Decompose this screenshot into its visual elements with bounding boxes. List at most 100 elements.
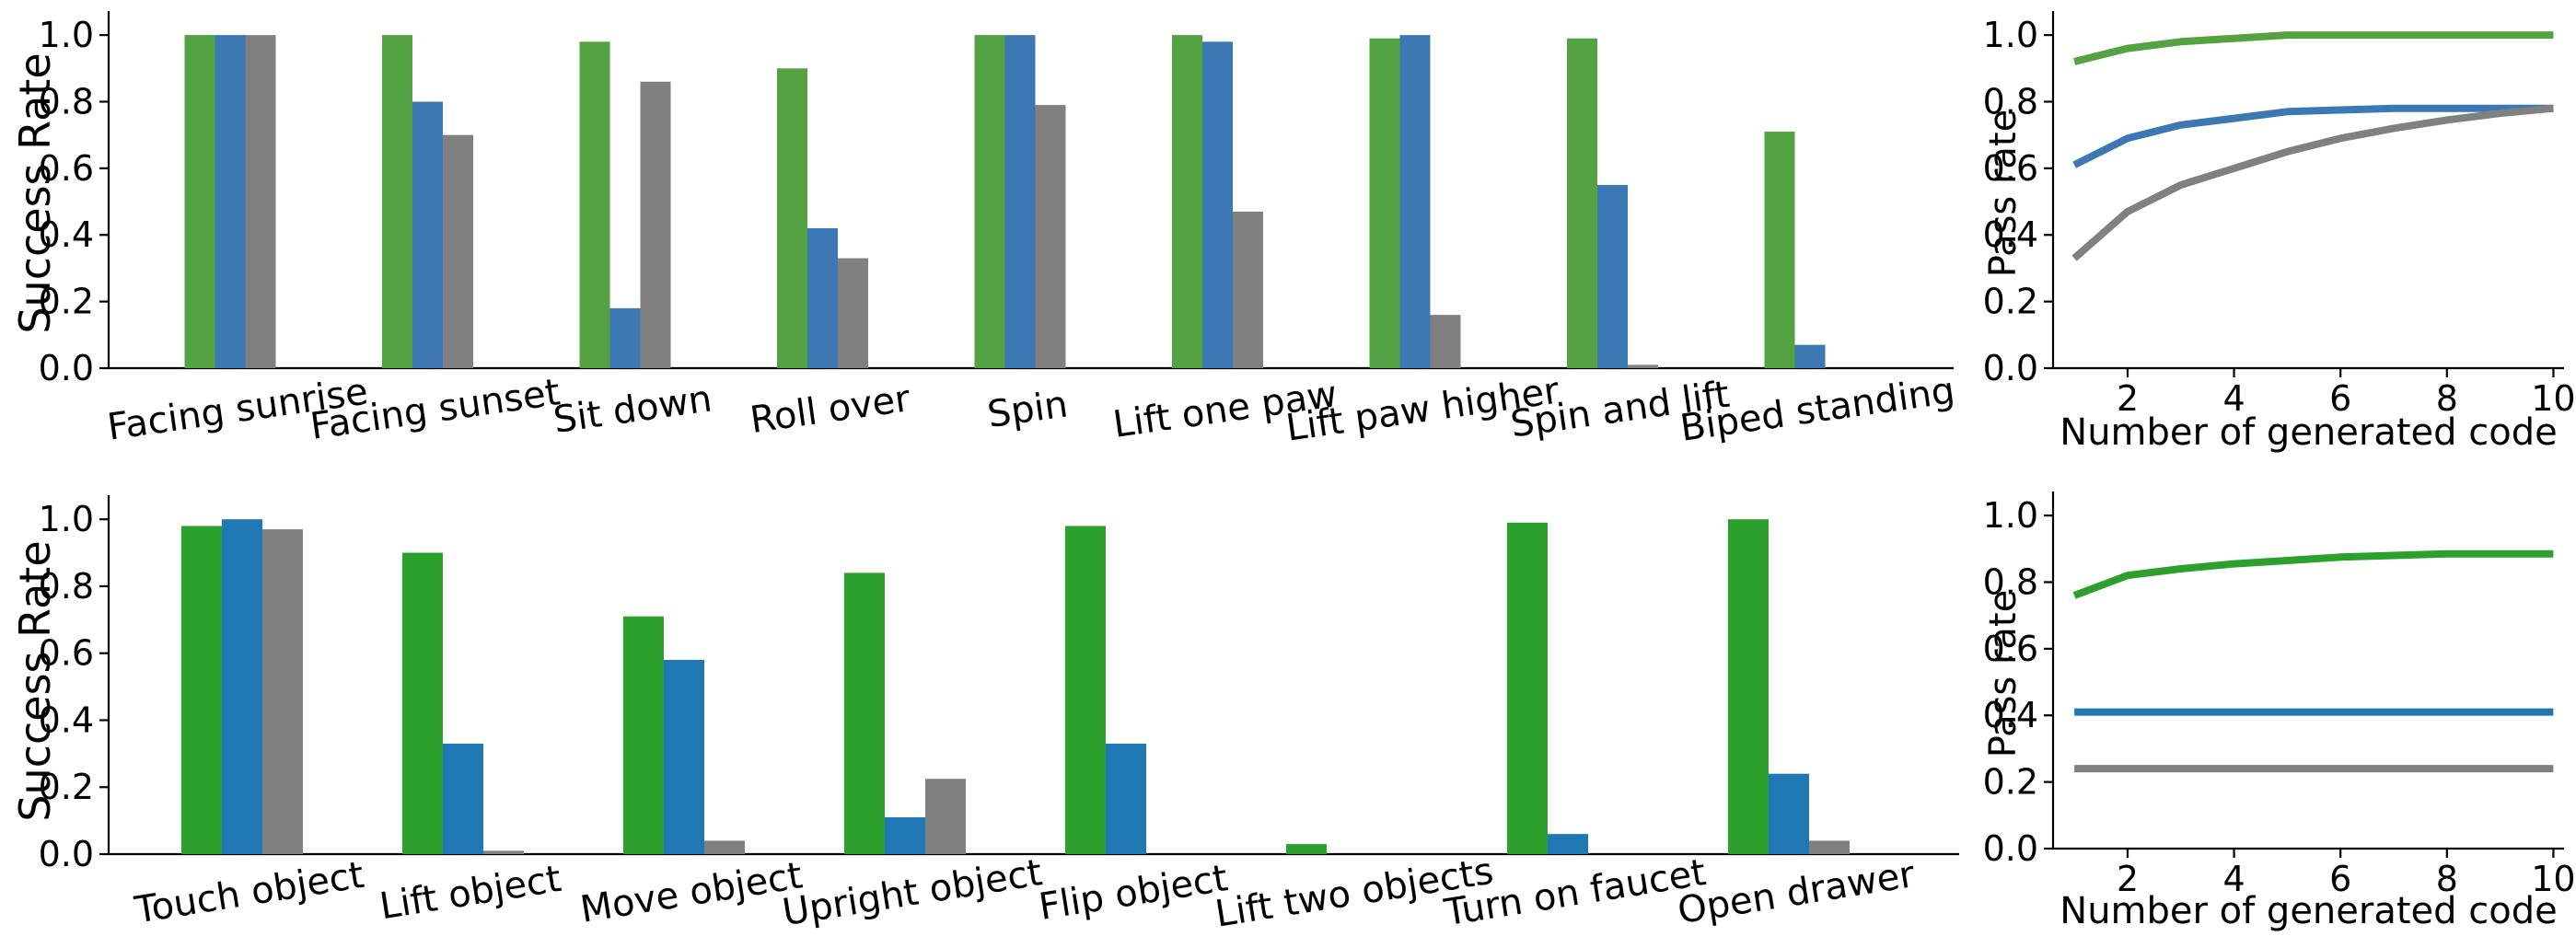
x-tick-label: 8 [2436, 859, 2458, 899]
bar [1172, 35, 1202, 368]
bar [1548, 834, 1588, 854]
bar [974, 35, 1005, 368]
category-label: Spin [985, 383, 1071, 436]
bar [838, 258, 868, 368]
bar [640, 81, 671, 368]
category-label: Move object [577, 854, 805, 931]
bar [1004, 35, 1036, 368]
x-tick-label: 8 [2436, 378, 2458, 419]
bar [412, 101, 443, 368]
bar [1202, 41, 1233, 368]
category-label: Flip object [1036, 857, 1230, 929]
bar [1628, 364, 1658, 368]
bar [1233, 211, 1263, 368]
category-label: Touch object [132, 854, 367, 932]
y-tick-label: 0.4 [39, 214, 94, 255]
bar [1567, 38, 1597, 368]
bar [844, 572, 885, 854]
bar [402, 552, 443, 854]
y-tick-label: 0.6 [39, 148, 94, 189]
category-label: Lift object [377, 858, 563, 928]
bar [579, 41, 610, 368]
bar [1286, 844, 1327, 854]
category-label: Upright object [780, 851, 1045, 934]
bar [925, 779, 966, 854]
bar [245, 35, 276, 368]
y-tick-label: 1.0 [39, 499, 94, 539]
bar [222, 519, 262, 854]
bar [1106, 743, 1146, 854]
y-tick-label: 0.0 [39, 348, 94, 388]
bar [623, 616, 664, 854]
bar [1764, 132, 1795, 369]
bar [1035, 105, 1066, 368]
bar [664, 659, 704, 854]
y-axis-label: Pass rate [1982, 110, 2025, 277]
bar [777, 68, 807, 369]
bar [1794, 344, 1826, 368]
x-tick-label: 2 [2117, 378, 2139, 419]
bar [1065, 526, 1106, 854]
bar [215, 35, 246, 368]
y-tick-label: 0.8 [1983, 81, 2038, 121]
x-axis-label: Number of generated code [2060, 890, 2557, 932]
series-line [2073, 31, 2554, 65]
bar [1809, 840, 1850, 854]
x-tick-label: 10 [2531, 378, 2575, 419]
bar [1728, 519, 1769, 854]
bar [704, 840, 745, 854]
chart-panel-3: 0.0 0.2 0.4 0.6 0.8 1.0 Pass rate 2 4 6 8 10Number … [1982, 491, 2576, 932]
bar [443, 743, 483, 854]
bar [181, 526, 222, 854]
y-tick-label: 1.0 [1983, 15, 2038, 55]
y-tick-label: 0.2 [39, 767, 94, 807]
bar [609, 307, 641, 368]
x-tick-label: 10 [2531, 859, 2575, 899]
x-tick-label: 6 [2329, 378, 2351, 419]
x-axis-label: Number of generated code [2060, 411, 2557, 454]
y-axis-label: Success Rate [10, 52, 60, 333]
bar [382, 35, 412, 368]
y-tick-label: 0.0 [1983, 348, 2038, 388]
y-tick-label: 0.2 [39, 282, 94, 322]
y-tick-label: 1.0 [39, 15, 94, 55]
y-tick-label: 0.2 [1983, 762, 2038, 803]
category-label: Sit down [551, 377, 714, 442]
y-axis-label: Pass rate [1982, 590, 2025, 757]
y-tick-label: 0.0 [1983, 828, 2038, 869]
y-tick-label: 0.2 [1983, 282, 2038, 322]
category-label: Roll over [748, 377, 913, 442]
y-axis-label: Success Rate [10, 540, 60, 821]
series-line [2071, 104, 2554, 261]
x-tick-label: 4 [2222, 859, 2245, 899]
bar [1430, 315, 1461, 368]
bar [1369, 38, 1400, 368]
x-tick-label: 6 [2329, 859, 2351, 899]
y-tick-label: 0.6 [1983, 148, 2038, 189]
bar [262, 529, 303, 854]
bar [1769, 773, 1809, 854]
bar [483, 850, 524, 854]
y-tick-label: 0.4 [39, 699, 94, 740]
y-tick-label: 0.6 [39, 633, 94, 674]
x-tick-label: 4 [2222, 378, 2245, 419]
series-line [2072, 549, 2554, 599]
y-tick-label: 0.8 [1983, 561, 2038, 602]
bar [1597, 184, 1628, 368]
chart-panel-1: 0.0 0.2 0.4 0.6 0.8 1.0 Pass rate 2 4 6 8 10Number … [1982, 11, 2576, 454]
y-tick-label: 0.8 [39, 566, 94, 607]
y-tick-label: 1.0 [1983, 495, 2038, 536]
series-line [2072, 104, 2554, 168]
y-tick-label: 0.6 [1983, 629, 2038, 669]
bar [1507, 522, 1548, 854]
category-label: Open drawer [1675, 853, 1918, 932]
bar [184, 35, 215, 368]
y-tick-label: 0.4 [1983, 695, 2038, 735]
bar [807, 228, 838, 368]
y-tick-label: 0.4 [1983, 214, 2038, 255]
y-tick-label: 0.0 [39, 834, 94, 874]
bar [443, 134, 473, 368]
